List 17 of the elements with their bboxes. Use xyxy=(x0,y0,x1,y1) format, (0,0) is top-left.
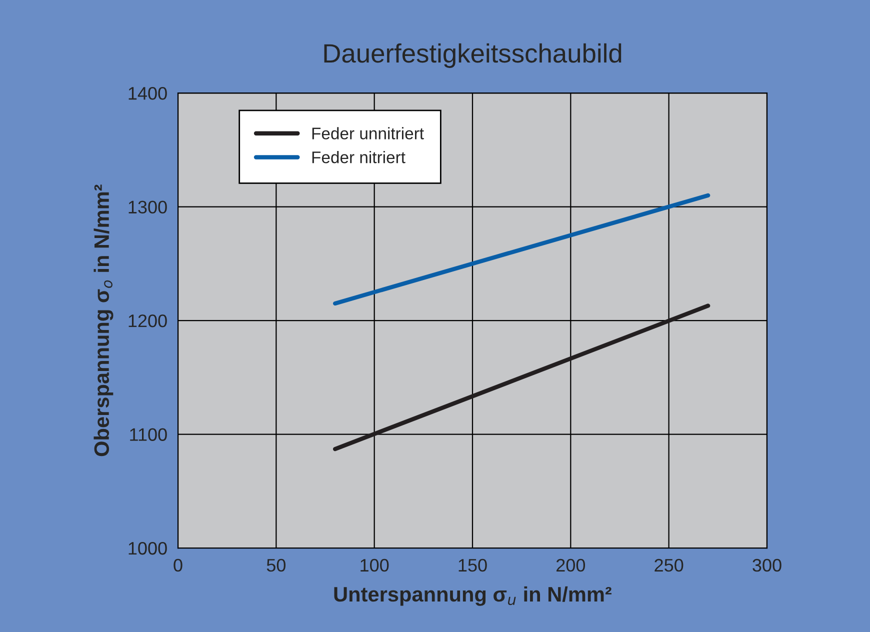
y-tick-label: 1000 xyxy=(128,542,167,555)
x-tick-label: 300 xyxy=(752,558,782,572)
x-tick-label: 200 xyxy=(556,558,586,572)
x-tick-label: 250 xyxy=(654,558,684,572)
x-tick-label: 0 xyxy=(174,558,182,572)
x-tick-label: 100 xyxy=(360,558,389,572)
legend-label: Feder unnitriert xyxy=(312,127,424,140)
y-tick-label: 1400 xyxy=(128,86,167,100)
x-axis-title: Unterspannung σ$_{u}$ in N/mm² xyxy=(334,586,612,606)
y-tick-label: 1300 xyxy=(128,200,167,214)
y-tick-label: 1100 xyxy=(130,428,167,441)
y-tick-label: 1200 xyxy=(128,314,167,328)
chart-title: Dauerfestigkeitsschaubild xyxy=(324,43,622,68)
legend-label: Feder nitriert xyxy=(312,151,406,164)
x-tick-label: 150 xyxy=(458,558,487,572)
y-axis-title: Oberspannung σ$_{o}$ in N/mm² xyxy=(94,184,114,456)
x-tick-label: 50 xyxy=(266,558,286,572)
